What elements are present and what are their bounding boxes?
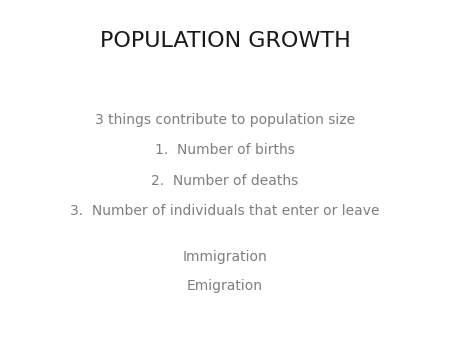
Text: 2.  Number of deaths: 2. Number of deaths: [151, 174, 299, 188]
Text: POPULATION GROWTH: POPULATION GROWTH: [99, 30, 351, 51]
Text: 3.  Number of individuals that enter or leave: 3. Number of individuals that enter or l…: [70, 204, 380, 218]
Text: 1.  Number of births: 1. Number of births: [155, 143, 295, 158]
Text: Emigration: Emigration: [187, 279, 263, 293]
Text: 3 things contribute to population size: 3 things contribute to population size: [95, 113, 355, 127]
Text: Immigration: Immigration: [183, 250, 267, 264]
